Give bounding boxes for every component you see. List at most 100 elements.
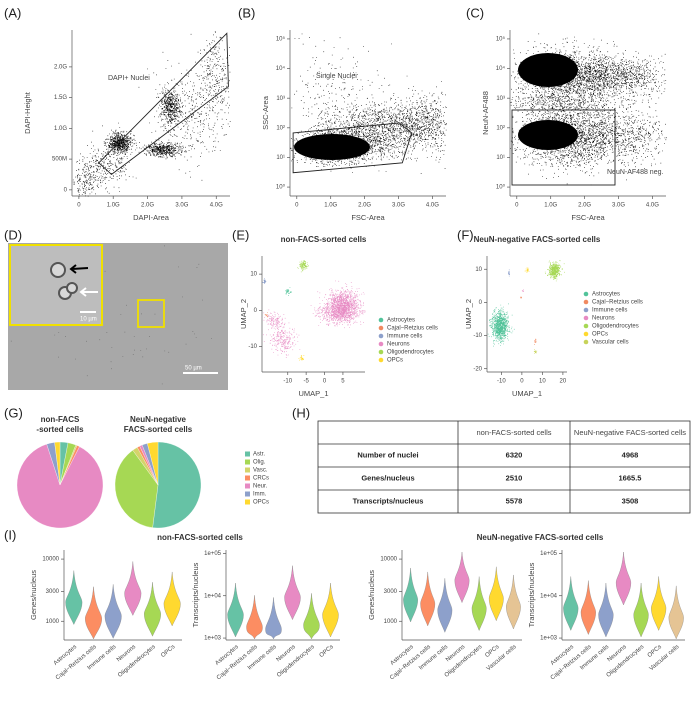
violin <box>651 576 667 631</box>
row-header: Genes/nucleus <box>361 473 414 482</box>
arrow <box>79 287 98 297</box>
y-tick-label: 10¹ <box>496 155 505 161</box>
event-cloud <box>510 33 667 186</box>
legend-swatch <box>378 349 384 355</box>
legend-label: Vasc. <box>253 468 268 474</box>
dense-events <box>518 120 578 150</box>
x-tick-label: 1.0G <box>107 203 120 209</box>
violin <box>615 551 632 606</box>
y-tick-label: 0 <box>64 187 68 193</box>
violin <box>471 576 487 632</box>
pie-slice <box>114 450 159 528</box>
violin <box>437 578 453 633</box>
x-tick-label: 2.0G <box>358 203 371 209</box>
event-cloud <box>544 260 565 282</box>
event-cloud <box>312 296 366 329</box>
legend-label: Oligodendrocytes <box>592 324 639 330</box>
legend-label: Astrocytes <box>387 318 415 324</box>
y-axis-label: Genes/nucleus <box>367 570 376 620</box>
y-tick-label: 1e+05 <box>204 551 222 557</box>
y-tick-label: 1e+04 <box>540 593 558 599</box>
event-cloud <box>285 287 292 296</box>
table-cell: 6320 <box>506 450 523 459</box>
y-tick-label: 2.0G <box>54 64 67 70</box>
x-tick-label: 3.0G <box>392 203 405 209</box>
pie-slice <box>147 441 159 486</box>
event-cloud <box>487 303 515 347</box>
x-tick-label: 5 <box>341 379 345 385</box>
panel-title: NeuN-negative FACS-sorted cells <box>474 235 601 244</box>
legend-label: Neur. <box>253 484 268 490</box>
violin <box>488 566 504 622</box>
x-tick-label: 2.0G <box>141 203 154 209</box>
panel-title: non-FACS-sorted cells <box>281 235 367 244</box>
pie-title: NeuN-negative <box>130 415 187 424</box>
legend-label: Immune cells <box>592 308 627 314</box>
legend-swatch <box>583 299 589 305</box>
dense-events <box>518 53 578 87</box>
legend-swatch <box>245 467 250 473</box>
legend-label: OPCs <box>387 358 403 364</box>
x-tick-label: 1.0G <box>324 203 337 209</box>
y-tick-label: 10⁵ <box>276 35 286 42</box>
table-cell: 2510 <box>506 473 523 482</box>
y-tick-label: 10³ <box>276 96 285 102</box>
legend-swatch <box>583 291 589 297</box>
nucleus <box>66 282 78 294</box>
x-tick-label: 2.0G <box>578 203 591 209</box>
y-tick-label: 1000 <box>384 619 398 625</box>
x-tick-label: -10 <box>283 379 292 385</box>
y-tick-label: 10 <box>475 267 482 273</box>
legend-swatch <box>245 475 250 481</box>
violin <box>163 571 181 627</box>
x-tick-label: 0 <box>515 203 519 209</box>
legend-swatch <box>245 451 250 457</box>
legend-swatch <box>245 483 250 489</box>
legend-swatch <box>245 491 250 497</box>
y-tick-label: 10000 <box>380 557 397 563</box>
y-axis-label: UMAP_2 <box>239 299 248 329</box>
event-cloud <box>521 289 524 292</box>
x-axis-label: UMAP_1 <box>298 389 328 398</box>
violin <box>246 595 263 640</box>
panel-label: (F) <box>457 227 474 242</box>
y-axis-label: NeuN-AF488 <box>481 91 490 135</box>
y-tick-label: -10 <box>248 344 257 350</box>
legend-label: Imm. <box>253 492 267 498</box>
y-tick-label: 10⁴ <box>276 65 286 72</box>
legend-swatch <box>583 315 589 321</box>
y-tick-label: 3000 <box>384 589 398 595</box>
y-tick-label: 10⁵ <box>496 35 506 42</box>
row-header: Number of nuclei <box>357 450 418 459</box>
pie-title: -sorted cells <box>36 425 84 434</box>
x-tick-label: 0 <box>295 203 299 209</box>
x-tick-label: 20 <box>560 379 567 385</box>
y-tick-label: 10⁰ <box>496 184 506 191</box>
legend-label: OPCs <box>592 332 608 338</box>
table-cell: 1665.5 <box>619 473 642 482</box>
gate-label: Single Nuclei <box>316 73 357 80</box>
pie-title: FACS-sorted cells <box>124 425 193 434</box>
panel-label: (C) <box>466 5 484 20</box>
x-tick-label: 10 <box>539 379 546 385</box>
violin <box>668 585 684 640</box>
violin <box>227 583 244 638</box>
x-tick-label: 4.0G <box>210 203 223 209</box>
violin <box>633 583 649 638</box>
y-tick-label: 0 <box>479 300 483 306</box>
panel-label: (G) <box>4 405 23 420</box>
zoom-box <box>137 299 165 328</box>
legend-label: Olig. <box>253 460 266 466</box>
event-cloud <box>533 349 538 354</box>
legend-swatch <box>378 317 384 323</box>
x-axis-label: UMAP_1 <box>512 389 542 398</box>
event-cloud <box>520 296 522 299</box>
pie-slice <box>152 441 202 529</box>
panel-label: (H) <box>292 405 310 420</box>
event-cloud <box>262 278 267 284</box>
pie-slice <box>16 443 104 529</box>
event-cloud <box>264 312 268 318</box>
x-tick-label: 3.0G <box>175 203 188 209</box>
legend-label: Oligodendrocytes <box>387 350 434 356</box>
